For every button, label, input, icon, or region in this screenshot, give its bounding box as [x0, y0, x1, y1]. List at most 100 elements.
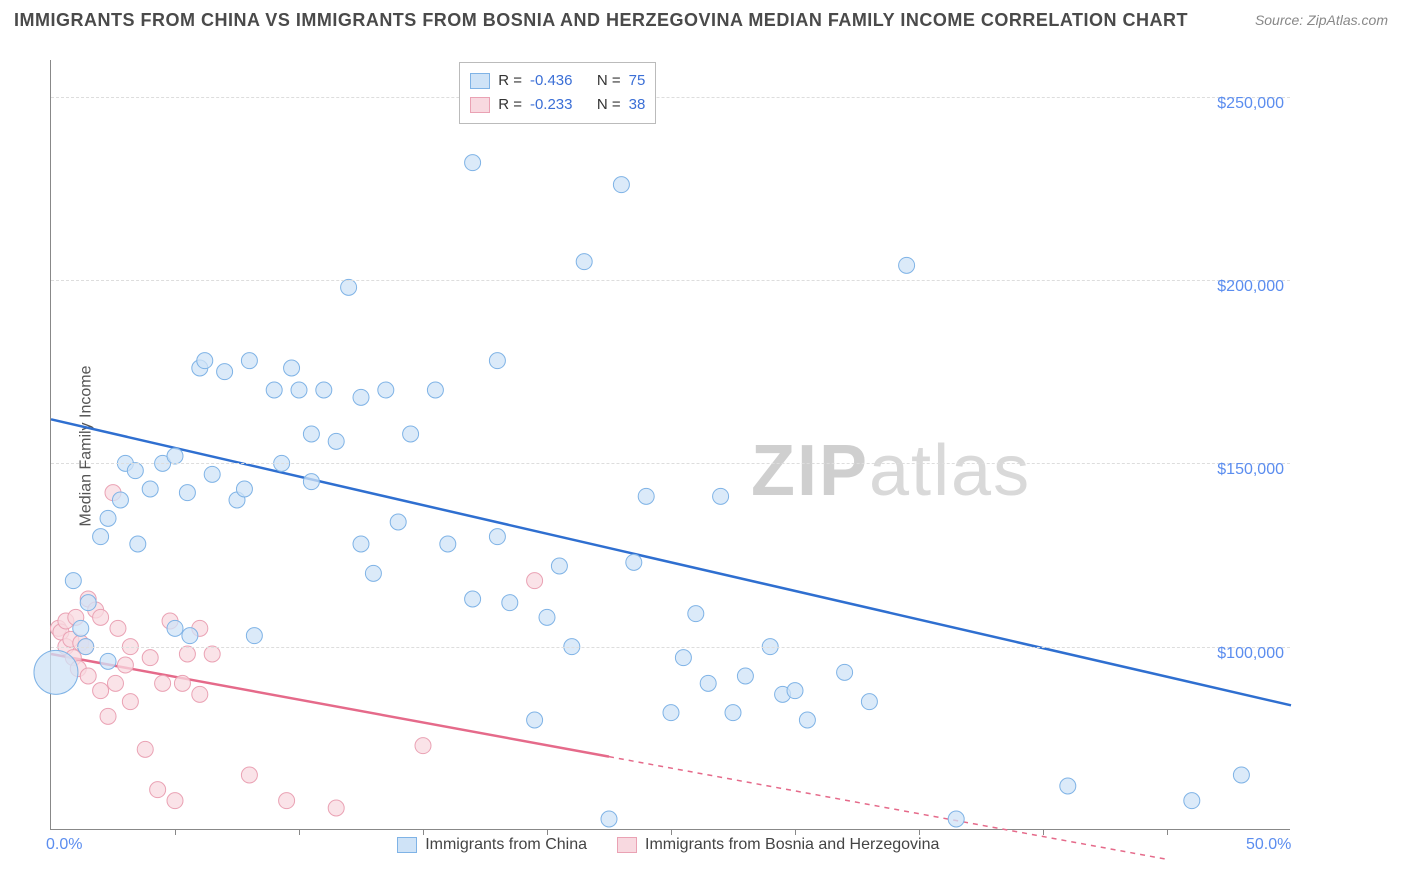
plot-area: ZIPatlas $100,000$150,000$200,000$250,00…	[50, 60, 1290, 830]
data-point	[197, 353, 213, 369]
data-point	[192, 686, 208, 702]
data-point	[246, 628, 262, 644]
data-point	[1060, 778, 1076, 794]
data-point	[899, 257, 915, 273]
y-tick-label: $150,000	[1217, 461, 1284, 479]
data-point	[378, 382, 394, 398]
legend-row-bosnia: R = -0.233 N = 38	[470, 93, 645, 117]
data-point	[174, 675, 190, 691]
data-point	[316, 382, 332, 398]
chart-title: IMMIGRANTS FROM CHINA VS IMMIGRANTS FROM…	[14, 10, 1188, 31]
data-point	[130, 536, 146, 552]
data-point	[142, 481, 158, 497]
r-value-bosnia: -0.233	[530, 93, 573, 117]
data-point	[100, 653, 116, 669]
swatch-china	[397, 837, 417, 853]
data-point	[80, 595, 96, 611]
gridline	[51, 647, 1290, 648]
x-tick	[1167, 829, 1168, 835]
data-point	[440, 536, 456, 552]
data-point	[948, 811, 964, 827]
y-tick-label: $250,000	[1217, 95, 1284, 113]
data-point	[179, 485, 195, 501]
data-point	[167, 793, 183, 809]
r-value-china: -0.436	[530, 69, 573, 93]
swatch-bosnia	[617, 837, 637, 853]
legend-item-bosnia: Immigrants from Bosnia and Herzegovina	[617, 836, 939, 854]
data-point	[390, 514, 406, 530]
data-point	[266, 382, 282, 398]
x-tick	[175, 829, 176, 835]
legend-label-china: Immigrants from China	[425, 836, 587, 854]
data-point	[489, 529, 505, 545]
data-point	[93, 609, 109, 625]
data-point	[107, 675, 123, 691]
x-tick	[547, 829, 548, 835]
data-point	[489, 353, 505, 369]
data-point	[122, 694, 138, 710]
data-point	[137, 741, 153, 757]
data-point	[353, 536, 369, 552]
data-point	[601, 811, 617, 827]
data-point	[465, 591, 481, 607]
data-point	[100, 708, 116, 724]
y-tick-label: $100,000	[1217, 645, 1284, 663]
data-point	[663, 705, 679, 721]
data-point	[117, 657, 133, 673]
x-tick	[671, 829, 672, 835]
data-point	[675, 650, 691, 666]
n-label: N =	[597, 69, 621, 93]
n-label: N =	[597, 93, 621, 117]
data-point	[34, 650, 78, 694]
data-point	[551, 558, 567, 574]
data-point	[204, 466, 220, 482]
n-value-china: 75	[629, 69, 646, 93]
data-point	[204, 646, 220, 662]
chart-svg	[51, 60, 1290, 829]
data-point	[167, 620, 183, 636]
data-point	[127, 463, 143, 479]
x-axis-min-label: 0.0%	[46, 836, 82, 854]
data-point	[155, 675, 171, 691]
legend-correlation-box: R = -0.436 N = 75 R = -0.233 N = 38	[459, 62, 656, 124]
data-point	[182, 628, 198, 644]
data-point	[303, 426, 319, 442]
data-point	[527, 712, 543, 728]
gridline	[51, 97, 1290, 98]
data-point	[626, 554, 642, 570]
gridline	[51, 280, 1290, 281]
legend-item-china: Immigrants from China	[397, 836, 587, 854]
data-point	[142, 650, 158, 666]
data-point	[353, 389, 369, 405]
trend-line	[51, 419, 1291, 705]
data-point	[236, 481, 252, 497]
x-tick	[299, 829, 300, 835]
y-tick-label: $200,000	[1217, 278, 1284, 296]
data-point	[217, 364, 233, 380]
swatch-bosnia	[470, 97, 490, 113]
r-label: R =	[498, 93, 522, 117]
data-point	[787, 683, 803, 699]
data-point	[241, 353, 257, 369]
x-tick	[795, 829, 796, 835]
x-tick	[919, 829, 920, 835]
legend-label-bosnia: Immigrants from Bosnia and Herzegovina	[645, 836, 939, 854]
data-point	[713, 488, 729, 504]
data-point	[179, 646, 195, 662]
swatch-china	[470, 73, 490, 89]
data-point	[725, 705, 741, 721]
data-point	[73, 620, 89, 636]
data-point	[613, 177, 629, 193]
data-point	[93, 683, 109, 699]
data-point	[112, 492, 128, 508]
data-point	[150, 782, 166, 798]
data-point	[291, 382, 307, 398]
data-point	[303, 474, 319, 490]
data-point	[1184, 793, 1200, 809]
data-point	[328, 433, 344, 449]
data-point	[527, 573, 543, 589]
data-point	[284, 360, 300, 376]
legend-row-china: R = -0.436 N = 75	[470, 69, 645, 93]
data-point	[403, 426, 419, 442]
source-label: Source: ZipAtlas.com	[1255, 12, 1388, 28]
